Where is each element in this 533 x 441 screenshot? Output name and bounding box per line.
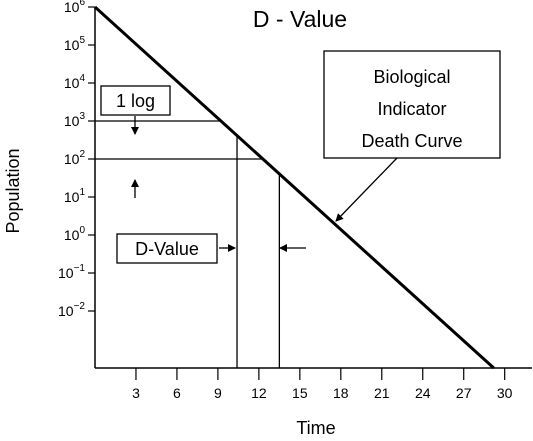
x-tick-label: 12 [251, 385, 267, 401]
x-tick-label: 18 [333, 385, 349, 401]
y-tick-exponent: 0 [79, 225, 85, 236]
series-group [93, 5, 495, 370]
y-tick-exponent: −1 [74, 263, 86, 274]
x-tick-label: 3 [132, 385, 140, 401]
x-axis-ticks: 3 6 9 12 15 18 21 24 27 30 [132, 368, 513, 401]
death-curve-label-line: Death Curve [361, 131, 462, 151]
x-tick-label: 24 [415, 385, 431, 401]
death-curve-line [93, 5, 495, 370]
axes [94, 7, 532, 369]
one-log-box [100, 85, 171, 116]
reference-lines [95, 120, 281, 368]
y-axis-title: Population [3, 148, 23, 233]
y-tick-label: 100 [64, 225, 86, 243]
y-tick-base: 10 [64, 75, 80, 91]
y-tick-label: 103 [64, 111, 86, 129]
y-tick-label: 10−1 [58, 263, 85, 281]
y-tick-label: 102 [64, 149, 86, 167]
y-tick-label: 101 [64, 187, 86, 205]
one-log-label: 1 log [116, 91, 155, 111]
y-tick-exponent: 4 [79, 73, 85, 84]
y-tick-exponent: 3 [79, 111, 85, 122]
death-curve-label: Biological Indicator Death Curve [361, 67, 462, 151]
y-tick-base: 10 [64, 37, 80, 53]
x-tick-label: 15 [292, 385, 308, 401]
x-tick-label: 6 [173, 385, 181, 401]
y-tick-exponent: 2 [79, 149, 85, 160]
y-tick-base: 10 [58, 303, 74, 319]
y-tick-base: 10 [64, 151, 80, 167]
x-tick-label: 27 [456, 385, 472, 401]
d-value-box [116, 233, 218, 264]
y-tick-label: 106 [64, 0, 86, 15]
death-curve-pointer [335, 157, 398, 222]
y-tick-label: 105 [64, 35, 86, 53]
annotations: Biological Indicator Death Curve 1 log D-Val… [100, 50, 501, 264]
y-tick-exponent: 1 [79, 187, 85, 198]
x-axis-title: Time [296, 418, 335, 438]
x-tick-label: 30 [497, 385, 513, 401]
y-tick-exponent: 6 [79, 0, 85, 8]
chart-title: D - Value [253, 6, 347, 32]
y-tick-base: 10 [58, 265, 74, 281]
death-curve-label-box [323, 50, 501, 159]
y-tick-base: 10 [64, 189, 80, 205]
x-tick-label: 9 [214, 385, 222, 401]
y-tick-exponent: 5 [79, 35, 85, 46]
y-tick-base: 10 [64, 227, 80, 243]
y-tick-label: 104 [64, 73, 86, 91]
y-tick-base: 10 [64, 113, 80, 129]
d-value-label: D-Value [135, 239, 199, 259]
death-curve-label-line: Indicator [377, 99, 446, 119]
y-tick-base: 10 [64, 0, 80, 15]
y-tick-exponent: −2 [74, 301, 86, 312]
x-tick-label: 21 [374, 385, 390, 401]
y-tick-label: 10−2 [58, 301, 85, 319]
death-curve-label-line: Biological [373, 67, 450, 87]
